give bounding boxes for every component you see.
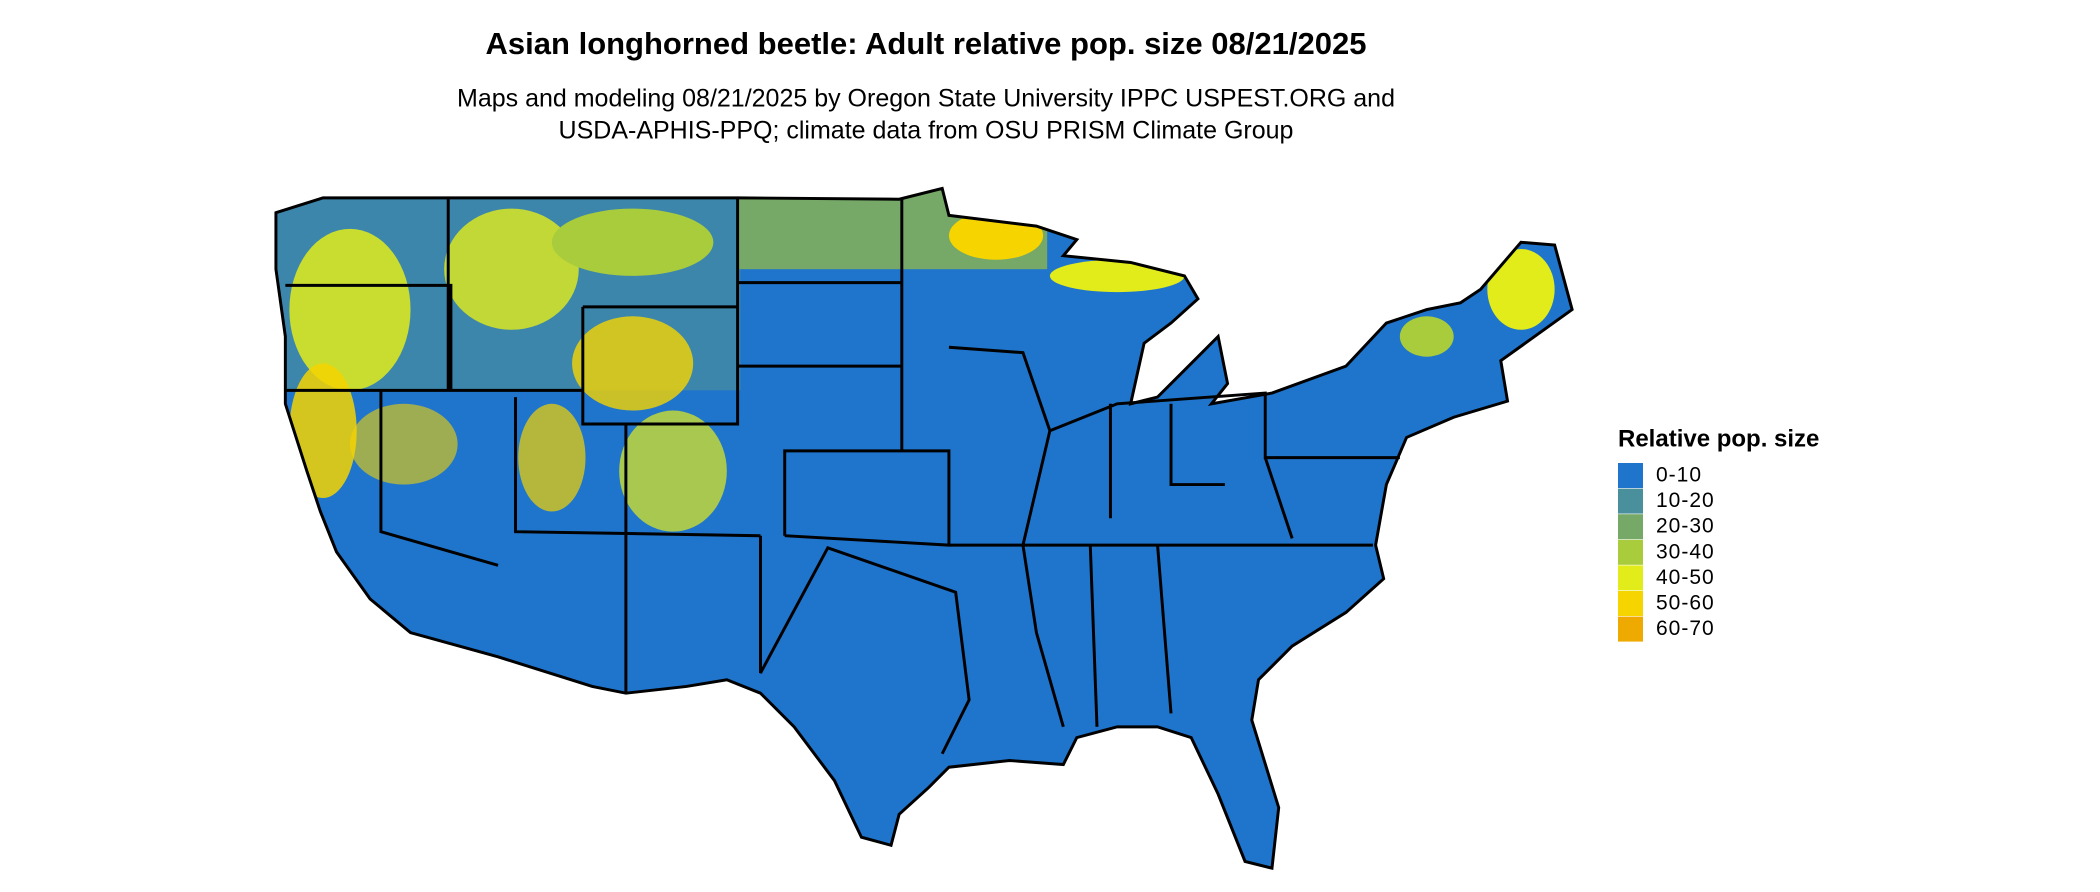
legend-swatch xyxy=(1618,488,1643,514)
legend-title: Relative pop. size xyxy=(1618,425,1819,452)
legend-swatch xyxy=(1618,565,1643,591)
legend-swatch xyxy=(1618,463,1643,488)
legend-label: 30-40 xyxy=(1656,540,1715,563)
us-map xyxy=(274,186,1574,870)
legend-swatch xyxy=(1618,591,1643,616)
legend-label: 0-10 xyxy=(1656,464,1702,487)
legend-label: 10-20 xyxy=(1656,489,1715,512)
legend-label: 50-60 xyxy=(1656,592,1715,615)
map-subtitle: Maps and modeling 08/21/2025 by Oregon S… xyxy=(457,85,1395,113)
legend-swatch xyxy=(1618,616,1643,642)
legend-label: 60-70 xyxy=(1656,617,1715,640)
legend-label: 40-50 xyxy=(1656,566,1715,589)
map-title: Asian longhorned beetle: Adult relative … xyxy=(486,26,1367,61)
legend-label: 20-30 xyxy=(1656,515,1715,538)
map-subtitle: USDA-APHIS-PPQ; climate data from OSU PR… xyxy=(559,117,1294,145)
state-lines xyxy=(285,197,1400,755)
legend-swatch xyxy=(1618,539,1643,565)
legend-swatch xyxy=(1618,514,1643,540)
